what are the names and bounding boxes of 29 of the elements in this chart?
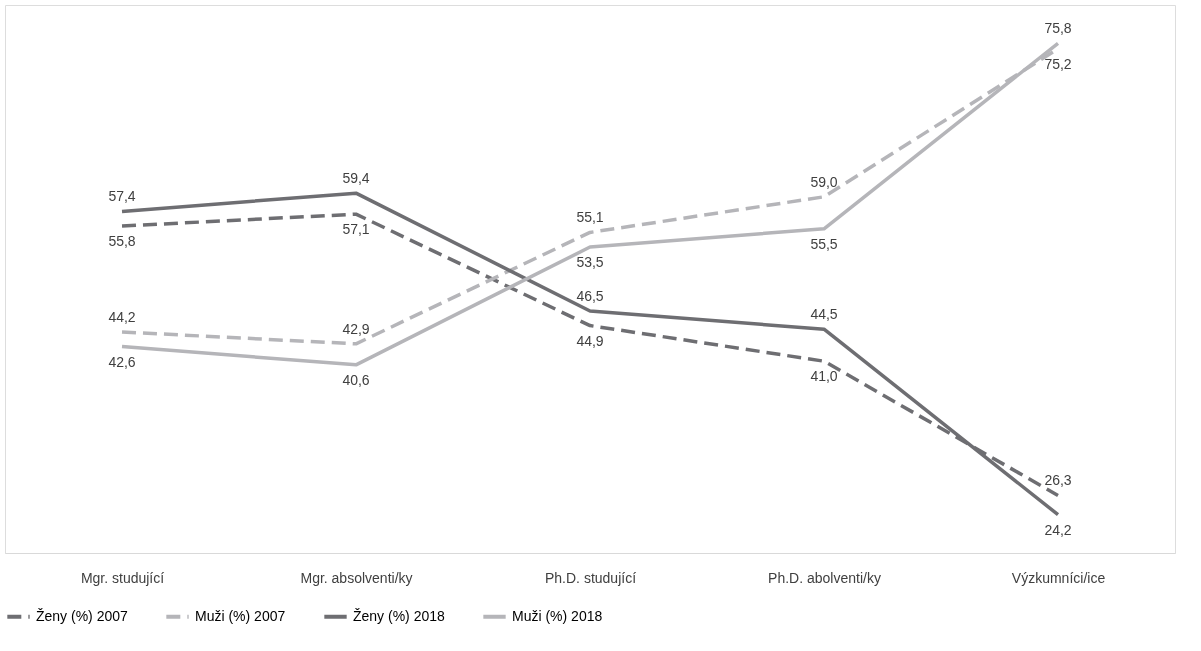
data-label: 44,5 bbox=[810, 306, 838, 323]
x-tick-label: Ph.D. studující bbox=[544, 569, 637, 586]
data-label: 55,8 bbox=[108, 233, 136, 250]
data-label: 44,9 bbox=[576, 332, 604, 349]
data-label: 41,0 bbox=[810, 368, 838, 385]
data-label: 53,5 bbox=[576, 254, 604, 271]
x-tick-label: Mgr. absolventi/ky bbox=[300, 569, 413, 586]
data-label: 57,1 bbox=[342, 221, 370, 238]
legend-label: Ženy (%) 2018 bbox=[353, 607, 446, 624]
data-label: 55,5 bbox=[810, 235, 838, 252]
data-label: 57,4 bbox=[108, 188, 136, 205]
data-label: 46,5 bbox=[576, 287, 604, 304]
data-label: 55,1 bbox=[576, 209, 604, 226]
legend-label: Muži (%) 2018 bbox=[512, 607, 603, 624]
data-label: 59,0 bbox=[810, 173, 838, 190]
x-tick-label: Mgr. studující bbox=[80, 569, 165, 586]
data-label: 42,6 bbox=[108, 353, 136, 370]
data-label: 59,4 bbox=[342, 170, 370, 187]
legend-label: Muži (%) 2007 bbox=[195, 607, 286, 624]
data-label: 24,2 bbox=[1044, 521, 1072, 538]
legend-label: Ženy (%) 2007 bbox=[36, 607, 129, 624]
data-label: 42,9 bbox=[342, 320, 370, 337]
data-label: 44,2 bbox=[108, 308, 136, 325]
x-tick-label: Výzkumníci/ice bbox=[1011, 569, 1106, 586]
data-label: 26,3 bbox=[1044, 472, 1072, 489]
data-label: 75,2 bbox=[1044, 55, 1072, 72]
x-tick-label: Ph.D. abolventi/ky bbox=[768, 569, 881, 586]
data-label: 40,6 bbox=[342, 371, 370, 388]
data-label: 75,8 bbox=[1044, 20, 1072, 37]
